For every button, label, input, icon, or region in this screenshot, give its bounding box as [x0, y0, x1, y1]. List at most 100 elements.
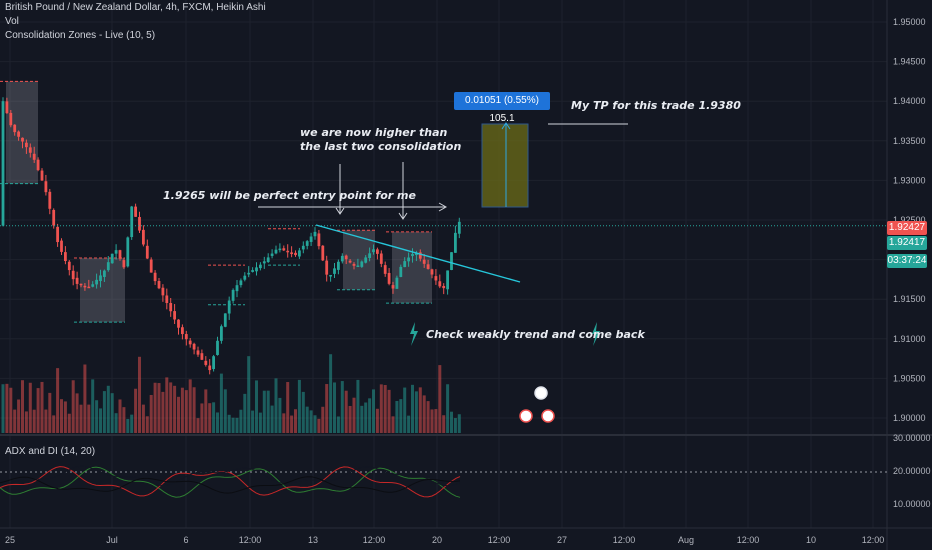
candle-body — [442, 285, 446, 289]
higher-note-line1[interactable]: we are now higher than — [300, 126, 448, 139]
volume-bar — [309, 410, 313, 433]
check-note[interactable]: Check weakly trend and come back — [426, 328, 645, 341]
time-axis-label: 12:00 — [737, 535, 760, 545]
volume-bar — [71, 380, 75, 433]
volume-bar — [251, 410, 255, 433]
volume-bar — [122, 407, 126, 433]
volume-bar — [266, 390, 270, 433]
candle-body — [106, 262, 110, 271]
candle-body — [266, 257, 270, 262]
candle-body — [282, 248, 286, 251]
tp-note[interactable]: My TP for this trade 1.9380 — [571, 99, 741, 112]
candle-body — [415, 253, 418, 256]
volume-bar — [422, 395, 426, 433]
volume-bar — [204, 389, 208, 433]
candle-body — [364, 257, 368, 263]
candle-body — [352, 263, 356, 266]
volume-bar — [114, 413, 118, 433]
candle-body — [344, 255, 348, 260]
consolidation-zone — [80, 258, 125, 323]
volume-bar — [344, 390, 348, 433]
indicator-legend[interactable]: Consolidation Zones - Live (10, 5) — [5, 30, 156, 41]
volume-bar — [317, 418, 321, 433]
candle-body — [169, 303, 173, 312]
symbol-legend[interactable]: British Pound / New Zealand Dollar, 4h, … — [5, 2, 266, 13]
volume-bar — [321, 406, 325, 433]
time-axis-label: 12:00 — [862, 535, 885, 545]
candle-body — [71, 270, 75, 280]
time-axis-label: 12:00 — [239, 535, 262, 545]
volume-bar — [118, 399, 122, 433]
volume-bar — [356, 379, 360, 433]
volume-bar — [243, 393, 247, 433]
volume-bar — [110, 393, 114, 433]
price-axis-label: 1.91500 — [893, 294, 926, 304]
candle-body — [149, 259, 153, 273]
volume-bar — [426, 401, 430, 433]
candle-body — [200, 353, 204, 360]
candle-body — [235, 285, 239, 292]
candle-body — [329, 274, 332, 277]
volume-bar — [130, 414, 134, 433]
volume-bar — [286, 382, 290, 433]
candle-body — [13, 124, 17, 133]
candle-body — [321, 245, 325, 261]
volume-bar — [325, 384, 329, 433]
candle-body — [348, 260, 352, 263]
measure-label[interactable]: 0.01051 (0.55%) 105.1 — [454, 92, 550, 124]
candle-body — [301, 245, 305, 250]
volume-bar — [270, 405, 274, 433]
time-axis-label: 10 — [806, 535, 816, 545]
candle-body — [188, 340, 192, 345]
price-axis-label: 1.91000 — [893, 334, 926, 344]
adx-line — [0, 466, 461, 498]
volume-bar — [32, 409, 36, 433]
vol-legend[interactable]: Vol — [5, 16, 19, 27]
volume-bar — [364, 402, 368, 433]
volume-bar — [368, 398, 372, 433]
higher-note-line2[interactable]: the last two consolidation — [300, 140, 462, 153]
candle-body — [17, 131, 20, 137]
candle-body — [286, 250, 290, 253]
candle-body — [395, 277, 399, 289]
volume-bar — [24, 411, 28, 433]
candle-body — [83, 285, 87, 288]
volume-bar — [360, 405, 364, 433]
axes: 1.95000 1.94500 1.94000 1.93500 1.93000 1.925… — [5, 17, 931, 545]
current-price-tag: 1.92427 — [887, 221, 927, 235]
candle-body — [422, 259, 426, 264]
volume-bar — [169, 382, 173, 433]
candle-body — [184, 334, 188, 340]
candle-body — [231, 289, 235, 301]
candle-body — [259, 264, 262, 269]
entry-note[interactable]: 1.9265 will be perfect entry point for m… — [163, 189, 416, 202]
volume-bar — [177, 396, 180, 433]
price-axis-label: 1.92500 — [893, 215, 926, 225]
candle-body — [317, 233, 321, 247]
candle-body — [340, 255, 344, 262]
candle-body — [426, 264, 430, 269]
adx-legend[interactable]: ADX and DI (14, 20) — [5, 446, 96, 457]
volume-bar — [434, 409, 438, 433]
volume-bar — [52, 415, 56, 433]
candle-body — [255, 267, 258, 272]
volume-bar — [247, 356, 251, 433]
candle-body — [208, 365, 212, 371]
candle-body — [407, 257, 410, 262]
volume-bar — [40, 381, 44, 433]
candle-body — [196, 350, 200, 355]
volume-bar — [414, 391, 418, 433]
candle-body — [130, 206, 134, 238]
volume-bar — [329, 354, 333, 433]
volume-bar — [126, 418, 130, 433]
time-axis-label: Jul — [106, 535, 118, 545]
volume-bar — [305, 406, 309, 433]
volume-bar — [28, 382, 32, 433]
volume-bar — [239, 409, 243, 433]
candle-body — [223, 313, 227, 327]
volume-bar — [411, 384, 414, 433]
volume-bar — [21, 380, 24, 433]
price-axis-label: 1.94000 — [893, 96, 926, 106]
volume-bar — [258, 412, 262, 433]
